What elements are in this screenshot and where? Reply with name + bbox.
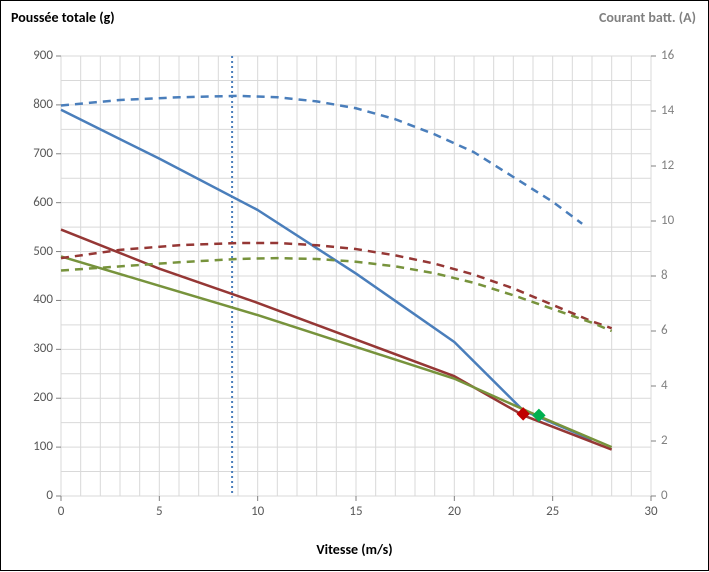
x-tick-25: 25 <box>538 504 568 519</box>
x-tick-5: 5 <box>144 504 174 519</box>
y-right-tick-14: 14 <box>661 103 691 118</box>
x-tick-10: 10 <box>243 504 273 519</box>
y-left-tick-300: 300 <box>23 341 53 356</box>
y-right-tick-10: 10 <box>661 213 691 228</box>
x-tick-15: 15 <box>341 504 371 519</box>
y-left-tick-100: 100 <box>23 439 53 454</box>
y-right-tick-0: 0 <box>661 488 691 503</box>
y-right-tick-16: 16 <box>661 48 691 63</box>
x-tick-30: 30 <box>636 504 666 519</box>
y-right-tick-12: 12 <box>661 158 691 173</box>
y-left-tick-800: 800 <box>23 97 53 112</box>
y-right-tick-6: 6 <box>661 323 691 338</box>
chart-container: Poussée totale (g) Courant batt. (A) Vit… <box>0 0 709 571</box>
series-thrust_blue <box>61 110 592 440</box>
x-tick-0: 0 <box>46 504 76 519</box>
y-right-tick-8: 8 <box>661 268 691 283</box>
plot-svg <box>1 1 709 572</box>
y-left-tick-700: 700 <box>23 146 53 161</box>
y-right-tick-4: 4 <box>661 378 691 393</box>
y-left-tick-500: 500 <box>23 244 53 259</box>
x-tick-20: 20 <box>439 504 469 519</box>
y-right-tick-2: 2 <box>661 433 691 448</box>
y-left-tick-200: 200 <box>23 390 53 405</box>
y-left-tick-400: 400 <box>23 292 53 307</box>
y-left-tick-900: 900 <box>23 48 53 63</box>
y-left-tick-600: 600 <box>23 195 53 210</box>
y-left-tick-0: 0 <box>23 488 53 503</box>
